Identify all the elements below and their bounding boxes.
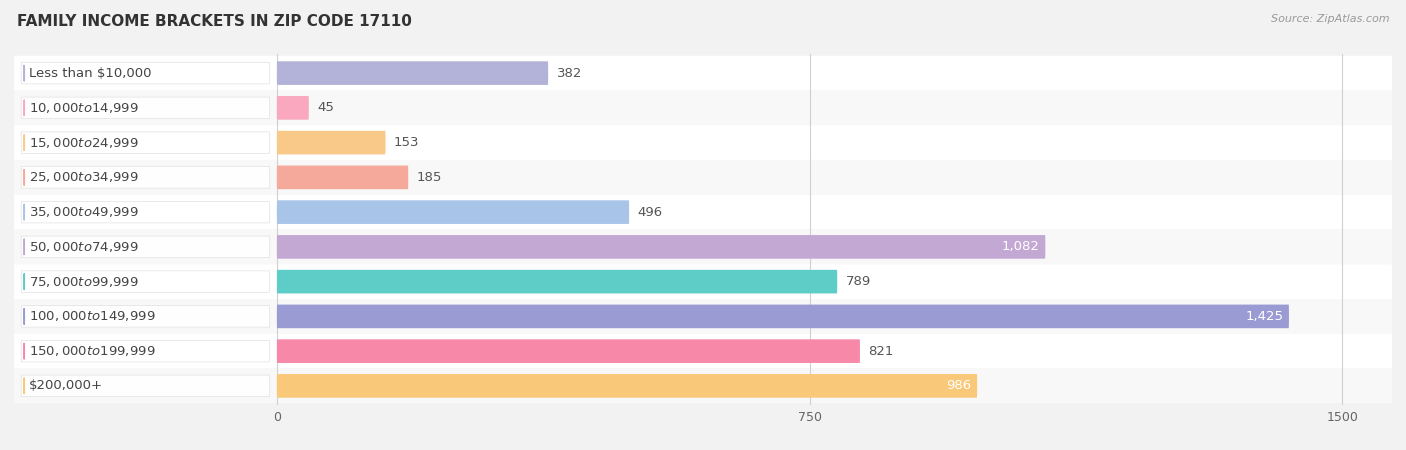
FancyBboxPatch shape: [277, 270, 837, 293]
FancyBboxPatch shape: [277, 96, 309, 120]
Text: 45: 45: [318, 101, 335, 114]
FancyBboxPatch shape: [14, 334, 1392, 369]
FancyBboxPatch shape: [14, 299, 1392, 334]
FancyBboxPatch shape: [277, 235, 1045, 259]
FancyBboxPatch shape: [21, 97, 270, 119]
FancyBboxPatch shape: [14, 56, 1392, 90]
FancyBboxPatch shape: [21, 132, 270, 153]
Text: $100,000 to $149,999: $100,000 to $149,999: [28, 310, 155, 324]
FancyBboxPatch shape: [21, 236, 270, 258]
FancyBboxPatch shape: [21, 340, 270, 362]
Text: 821: 821: [869, 345, 894, 358]
FancyBboxPatch shape: [21, 375, 270, 396]
Text: $150,000 to $199,999: $150,000 to $199,999: [28, 344, 155, 358]
Text: Source: ZipAtlas.com: Source: ZipAtlas.com: [1271, 14, 1389, 23]
FancyBboxPatch shape: [14, 160, 1392, 195]
FancyBboxPatch shape: [21, 201, 270, 223]
FancyBboxPatch shape: [21, 306, 270, 327]
FancyBboxPatch shape: [14, 369, 1392, 403]
Text: FAMILY INCOME BRACKETS IN ZIP CODE 17110: FAMILY INCOME BRACKETS IN ZIP CODE 17110: [17, 14, 412, 28]
Text: 496: 496: [638, 206, 662, 219]
Text: 789: 789: [846, 275, 870, 288]
FancyBboxPatch shape: [14, 125, 1392, 160]
FancyBboxPatch shape: [14, 264, 1392, 299]
FancyBboxPatch shape: [277, 305, 1289, 328]
Text: 1,082: 1,082: [1002, 240, 1039, 253]
Text: $50,000 to $74,999: $50,000 to $74,999: [28, 240, 138, 254]
FancyBboxPatch shape: [14, 90, 1392, 125]
Text: $25,000 to $34,999: $25,000 to $34,999: [28, 171, 138, 184]
FancyBboxPatch shape: [21, 271, 270, 292]
Text: 986: 986: [946, 379, 972, 392]
FancyBboxPatch shape: [21, 63, 270, 84]
FancyBboxPatch shape: [277, 166, 408, 189]
FancyBboxPatch shape: [277, 131, 385, 154]
FancyBboxPatch shape: [14, 195, 1392, 230]
Text: $200,000+: $200,000+: [28, 379, 103, 392]
Text: $10,000 to $14,999: $10,000 to $14,999: [28, 101, 138, 115]
Text: 382: 382: [557, 67, 582, 80]
FancyBboxPatch shape: [277, 339, 860, 363]
Text: Less than $10,000: Less than $10,000: [28, 67, 150, 80]
FancyBboxPatch shape: [277, 61, 548, 85]
Text: $35,000 to $49,999: $35,000 to $49,999: [28, 205, 138, 219]
FancyBboxPatch shape: [21, 166, 270, 188]
FancyBboxPatch shape: [14, 230, 1392, 264]
Text: $15,000 to $24,999: $15,000 to $24,999: [28, 135, 138, 149]
FancyBboxPatch shape: [277, 374, 977, 398]
Text: $75,000 to $99,999: $75,000 to $99,999: [28, 274, 138, 288]
FancyBboxPatch shape: [277, 200, 628, 224]
Text: 185: 185: [416, 171, 441, 184]
Text: 153: 153: [394, 136, 419, 149]
Text: 1,425: 1,425: [1246, 310, 1284, 323]
